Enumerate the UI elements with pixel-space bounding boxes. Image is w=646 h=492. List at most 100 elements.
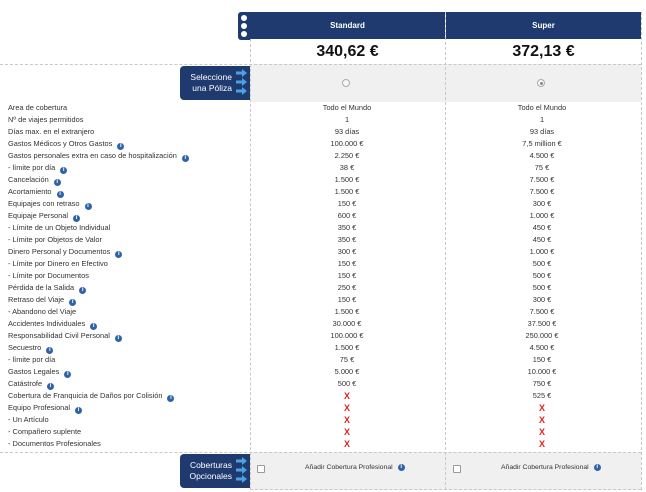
coverage-label-text: - Límite de un Objeto Individual [8,223,111,232]
table-row: Responsabilidad Civil Personal i 100.000 €… [0,330,646,342]
value-super: X [538,403,545,413]
value-super: 300 € [532,295,552,304]
value-super: X [538,415,545,425]
divider [250,39,251,490]
optional-coverages-button[interactable]: Coberturas Opcionales [180,454,250,488]
info-icon[interactable]: i [53,179,61,186]
value-standard: 1.500 € [334,175,360,184]
info-icon[interactable]: i [75,407,83,414]
table-row: Días max. en el extranjero 93 días 93 días [0,126,646,138]
value-standard: 350 € [337,235,357,244]
value-super: Todo el Mundo [517,103,567,112]
value-standard: 300 € [337,247,357,256]
coverage-label: - Límite por Dinero en Efectivo [8,258,108,270]
coverage-label-text: Nº de viajes permitidos [8,115,84,124]
coverage-label: Accidentes Individuales i [8,318,98,330]
table-row: Gastos personales extra en caso de hospi… [0,150,646,162]
value-standard: 150 € [337,271,357,280]
table-row: Cobertura de Franquicia de Daños por Col… [0,390,646,402]
value-standard: 1.500 € [334,187,360,196]
value-standard: X [343,415,350,425]
table-row: Equipo Profesional i X X [0,402,646,414]
coverage-label-text: Gastos Médicos y Otros Gastos [8,139,113,148]
add-coverage-label: Añadir Cobertura Profesional [501,463,589,471]
table-row: Acortamiento i 1.500 € 7.500 € [0,186,646,198]
arrow-right-icon [236,457,247,465]
info-icon[interactable]: i [56,191,64,198]
info-icon[interactable]: i [90,323,98,330]
value-standard: 93 días [334,127,360,136]
coverage-label: - Límite por Objetos de Valor [8,234,102,246]
value-standard: X [343,427,350,437]
info-icon[interactable]: i [114,335,122,342]
info-icon[interactable]: i [64,371,72,378]
table-row: Accidentes Individuales i 30.000 € 37.500 € [0,318,646,330]
coverage-label: Equipajes con retraso i [8,198,92,210]
value-super: 7.500 € [529,175,555,184]
select-policy-line2: una Póliza [192,83,232,93]
coverage-label: - Compañero suplente [8,426,81,438]
info-icon[interactable]: i [397,463,405,471]
radio-super[interactable] [537,79,545,87]
value-standard: 150 € [337,295,357,304]
info-icon[interactable]: i [60,167,68,174]
coverage-label: Catástrofe i [8,378,55,390]
coverage-label-text: Equipo Profesional [8,403,71,412]
coverage-label: - Documentos Profesionales [8,438,101,450]
value-standard: 100.000 € [330,139,364,148]
coverage-label: Nº de viajes permitidos [8,114,83,126]
value-super: 1.000 € [529,247,555,256]
info-icon[interactable]: i [593,463,601,471]
arrow-right-icon [236,87,247,95]
table-row: Equipajes con retraso i 150 € 300 € [0,198,646,210]
value-super: 150 € [532,355,552,364]
info-icon[interactable]: i [73,215,80,222]
coverage-label-text: Area de cobertura [8,103,68,112]
coverage-label: Gastos Médicos y Otros Gastos i [8,138,125,150]
radio-standard[interactable] [342,79,350,87]
table-row: Pérdida de la Salida i 250 € 500 € [0,282,646,294]
value-standard: 1.500 € [334,343,360,352]
coverage-label-text: Cobertura de Franquicia de Daños por Col… [8,391,163,400]
value-standard: 600 € [337,211,357,220]
value-standard: 75 € [339,355,355,364]
table-row: - Límite por Dinero en Efectivo 150 € 500 … [0,258,646,270]
price-standard: 340,62 € [316,42,379,60]
table-row: Nº de viajes permitidos 1 1 [0,114,646,126]
value-standard: 5.000 € [334,367,360,376]
info-icon[interactable]: i [79,287,87,294]
divider [641,12,642,490]
select-policy-button[interactable]: Seleccione una Póliza [180,66,250,100]
arrow-right-icon [236,475,247,483]
value-super: 1 [539,115,545,124]
value-super: 75 € [534,163,550,172]
coverage-label: Gastos Legales i [8,366,72,378]
info-icon[interactable]: i [69,299,77,306]
add-coverage-checkbox-standard[interactable] [257,465,265,473]
coverage-label: Equipo Profesional i [8,402,83,414]
info-icon[interactable]: i [46,347,54,354]
coverage-label-text: - límite por día [8,163,56,172]
coverage-label-text: - límite por día [8,355,56,364]
coverage-label-text: Responsabilidad Civil Personal [8,331,110,340]
info-icon[interactable]: i [47,383,55,390]
coverage-label: - Abandono del Viaje [8,306,76,318]
coverage-label: Cobertura de Franquicia de Daños por Col… [8,390,175,402]
table-row: - límite por día 75 € 150 € [0,354,646,366]
coverage-label: Retraso del Viaje i [8,294,77,306]
value-super: 93 días [529,127,555,136]
coverage-label: Equipaje Personal i [8,210,80,222]
info-icon[interactable]: i [181,155,189,162]
info-icon[interactable]: i [115,251,123,258]
add-coverage-checkbox-super[interactable] [453,465,461,473]
info-icon[interactable]: i [167,395,175,402]
coverage-label-text: - Un Artículo [8,415,49,424]
coverage-label: - Un Artículo [8,414,49,426]
optional-line1: Coberturas [189,460,232,470]
info-icon[interactable]: i [84,203,92,210]
info-icon[interactable]: i [117,143,125,150]
divider [0,452,641,453]
coverage-label: Pérdida de la Salida i [8,282,87,294]
table-row: - Compañero suplente X X [0,426,646,438]
table-row: - Documentos Profesionales X X [0,438,646,450]
